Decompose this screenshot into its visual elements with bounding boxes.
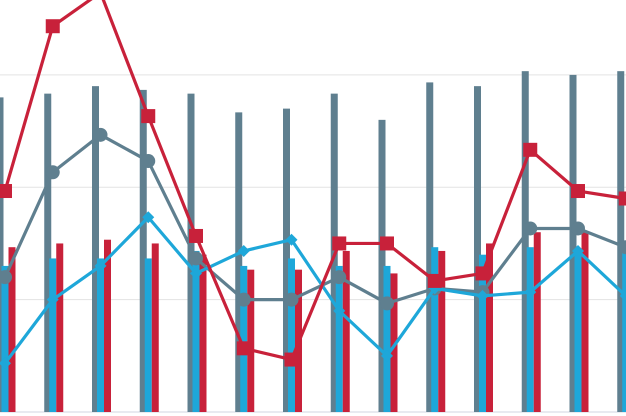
point-s2-12 [571,184,585,199]
bar-s1-11 [526,247,534,412]
bar-s2-11 [533,232,541,412]
point-s1-13 [619,289,626,302]
point-s2-0 [0,184,12,199]
point-s0-6 [284,292,299,307]
point-s2-8 [380,236,394,251]
bar-s1-2 [97,258,104,412]
point-s0-13 [618,240,626,255]
bar-s2-0 [8,247,16,412]
bar-s0-10 [474,86,481,413]
point-s1-11 [524,286,537,299]
point-s0-1 [45,165,60,180]
bar-s0-8 [378,119,386,412]
bar-s2-2 [104,239,111,412]
bar-s1-7 [335,265,343,412]
point-s1-1 [46,293,59,306]
point-s1-5 [237,244,250,257]
point-s1-10 [476,289,489,302]
point-s1-0 [0,357,11,370]
line-series-2 [3,0,626,362]
point-s0-11 [523,221,538,236]
bar-s1-1 [49,258,57,412]
bar-s1-5 [240,265,248,412]
point-s0-7 [332,270,347,285]
point-s0-12 [571,221,585,236]
bar-s2-3 [151,243,159,412]
point-s0-2 [93,127,108,142]
bar-s0-5 [235,112,243,412]
bar-s2-4 [199,254,207,412]
point-s2-7 [332,236,347,251]
bar-s0-12 [569,74,577,412]
bar-s0-1 [44,93,52,413]
point-s0-0 [0,270,12,285]
bar-s1-12 [574,250,582,412]
point-s1-12 [572,244,584,257]
bar-s0-2 [92,86,99,413]
point-s1-7 [333,304,346,317]
bar-s0-0 [0,97,4,412]
point-s1-4 [190,267,202,280]
bar-s0-11 [521,71,529,412]
bar-s2-7 [342,250,350,412]
bar-s1-3 [144,258,152,412]
line-series-0 [3,133,626,305]
bar-s1-0 [1,265,9,412]
bar-s2-5 [247,269,255,412]
bar-s1-10 [479,254,486,412]
line-series-1 [3,215,626,365]
point-s2-11 [523,142,538,157]
point-s2-10 [475,266,490,281]
bar-s1-8 [383,265,391,412]
bar-s1-6 [288,258,295,412]
point-s2-5 [236,341,251,356]
bar-s0-4 [187,93,195,413]
bar-s2-1 [56,243,64,412]
point-s2-9 [427,273,442,288]
bar-s1-4 [192,250,200,412]
point-s2-4 [189,228,203,243]
point-s0-3 [141,154,156,169]
bar-s0-9 [426,82,434,413]
point-s0-4 [189,251,203,266]
point-s0-5 [236,292,251,307]
point-s2-3 [141,109,156,124]
bar-s0-3 [139,89,147,413]
bar-s1-13 [622,250,626,412]
bar-s2-12 [581,232,589,412]
point-s1-6 [285,233,298,246]
bar-s1-9 [431,247,439,412]
point-s2-13 [618,191,626,206]
point-s2-6 [284,352,299,367]
bar-s2-8 [390,273,398,412]
bar-s0-13 [617,71,625,412]
bar-s0-6 [283,108,290,413]
point-s1-8 [381,349,393,362]
bar-s2-10 [486,243,493,412]
point-s1-3 [142,211,155,224]
point-s2-1 [45,19,60,34]
bar-s2-9 [438,250,446,412]
point-s1-2 [94,259,107,272]
point-s0-8 [380,296,394,311]
